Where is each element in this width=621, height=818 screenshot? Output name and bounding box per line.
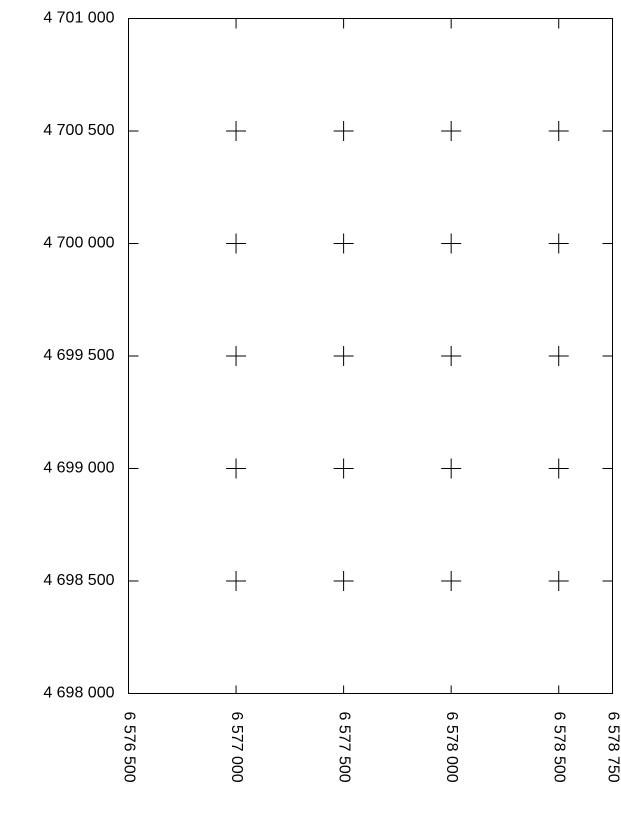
y-tick-label: 4 700 000	[43, 235, 114, 252]
y-tick-label: 4 701 000	[43, 10, 114, 27]
x-tick-label: 6 576 500	[120, 712, 137, 783]
y-tick-label: 4 698 000	[43, 685, 114, 702]
y-tick-label: 4 700 500	[43, 122, 114, 139]
y-tick-label: 4 699 000	[43, 460, 114, 477]
x-tick-label: 6 577 000	[228, 712, 245, 783]
x-tick-label: 6 578 000	[443, 712, 460, 783]
x-tick-label: 6 577 500	[335, 712, 352, 783]
y-tick-label: 4 699 500	[43, 347, 114, 364]
x-tick-label: 6 578 500	[550, 712, 567, 783]
y-tick-label: 4 698 500	[43, 572, 114, 589]
x-tick-label: 6 578 750	[604, 712, 621, 783]
neatline	[128, 18, 613, 694]
